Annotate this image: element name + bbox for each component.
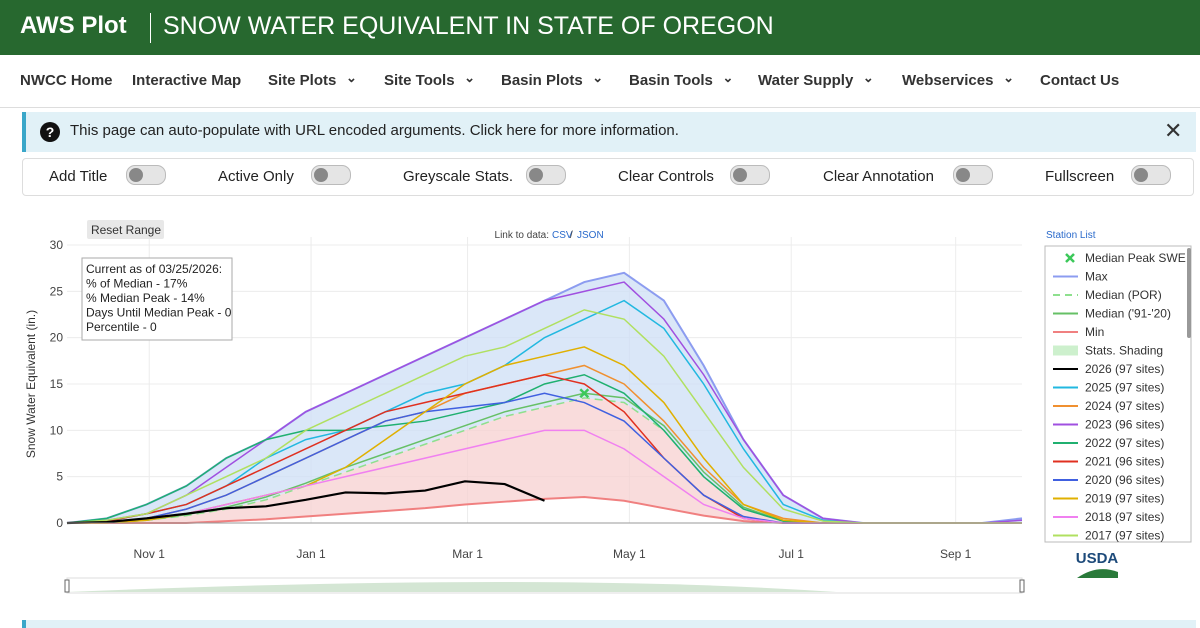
y-tick-label: 10 [50,423,64,437]
toggle-switch[interactable] [730,165,770,185]
annotation-line: Percentile - 0 [86,320,157,334]
legend-label: 2024 (97 sites) [1085,399,1164,413]
legend-label: 2019 (97 sites) [1085,492,1164,506]
x-tick-label: Jan 1 [296,547,326,561]
y-tick-label: 15 [50,377,64,391]
legend-scrollbar [1187,248,1191,338]
reset-bg [87,220,164,239]
toggle-label: Add Title [49,168,108,185]
range-preview [67,582,837,592]
close-button[interactable]: ✕ [1164,118,1183,143]
nav-link[interactable]: Basin Plots ⌄ [501,70,604,89]
usda-swoosh [1077,569,1118,578]
y-axis-label: Snow Water Equivalent (in.) [24,310,38,458]
link-prefix: Link to data: [495,230,549,241]
toggle-label: Clear Annotation [823,168,934,185]
page-title: SNOW WATER EQUIVALENT IN STATE OF OREGON [163,12,774,40]
toggle-label: Clear Controls [618,168,714,185]
annotation-line: Days Until Median Peak - 0 [86,306,232,320]
legend-label: 2020 (96 sites) [1085,473,1164,487]
x-tick-label: Mar 1 [452,547,483,561]
link-json[interactable]: JSON [577,230,604,241]
legend-label: Median Peak SWE [1085,251,1186,265]
toggle-label: Active Only [218,168,294,185]
legend-label: Median ('91-'20) [1085,307,1171,321]
nav-link[interactable]: Webservices ⌄ [902,70,1014,89]
annotation-line: Current as of 03/25/2026: [86,262,222,276]
legend-label: 2017 (97 sites) [1085,529,1164,543]
legend-label: 2025 (97 sites) [1085,381,1164,395]
range-handle [1019,579,1025,593]
y-tick-label: 20 [50,331,64,345]
toggle-switch[interactable] [1131,165,1171,185]
nav-link[interactable]: Contact Us [1040,72,1120,89]
legend-label: Min [1085,325,1104,339]
range-handle [64,579,70,593]
brand[interactable]: AWS Plot [20,12,127,39]
x-tick-label: Sep 1 [940,547,972,561]
nav-link[interactable]: Basin Tools ⌄ [629,70,734,89]
nav-link[interactable]: Interactive Map [132,72,242,89]
toggle-switch[interactable] [526,165,566,185]
toggle-label: Fullscreen [1045,168,1115,185]
reset-label: Reset Range [91,223,161,237]
nav-link[interactable]: Site Plots ⌄ [268,70,357,89]
usda-logo: USDA [1076,550,1119,567]
legend-symbol [1053,345,1078,356]
y-tick-label: 5 [56,470,63,484]
stats-shading [67,397,1022,523]
legend-symbol [1065,253,1075,263]
x-tick-label: Nov 1 [134,547,166,561]
chevron: ⌄ [342,70,357,85]
annotation-box [81,257,233,341]
x-tick-label: May 1 [613,547,646,561]
link-sep: / [570,230,573,241]
header: AWS Plot SNOW WATER EQUIVALENT IN STATE … [0,0,1200,55]
toggle-switch[interactable] [953,165,993,185]
toggle-bar: Add Title Active Only Greyscale Stats. Clea… [22,158,1194,196]
reset-button[interactable]: Reset Range [87,220,164,239]
nav-bar: NWCC Home Interactive Map Site Plots ⌄ Site… [0,55,1200,108]
toggle-switch[interactable] [126,165,166,185]
help-icon: ? [40,122,60,142]
nav-link[interactable]: NWCC Home [20,72,113,89]
legend-label: 2023 (96 sites) [1085,418,1164,432]
info-banner: ? This page can auto-populate with URL e… [22,112,1196,152]
nav-link[interactable]: Site Tools ⌄ [384,70,476,89]
chevron: ⌄ [460,70,476,85]
legend-label: Stats. Shading [1085,344,1163,358]
nav-link[interactable]: Water Supply ⌄ [758,70,874,89]
footer-strip [22,620,1196,628]
station-list[interactable]: Station List [1046,230,1096,241]
chevron: ⌄ [718,70,734,85]
legend-label: Median (POR) [1085,288,1162,302]
toggle-label: Greyscale Stats. [403,168,514,185]
separator [150,13,151,43]
chevron: ⌄ [859,70,874,85]
annotation-line: % Median Peak - 14% [86,291,205,305]
legend-label: Max [1085,270,1108,284]
y-tick-label: 0 [56,516,63,530]
legend-label: 2021 (96 sites) [1085,455,1164,469]
y-tick-label: 30 [50,238,64,252]
stats-shading [67,272,1022,523]
banner-text[interactable]: This page can auto-populate with URL enc… [70,122,679,139]
legend-label: 2026 (97 sites) [1085,362,1164,376]
toggle-switch[interactable] [311,165,351,185]
link-csv[interactable]: CSV [552,230,573,241]
annotation-line: % of Median - 17% [86,277,188,291]
legend-label: 2022 (97 sites) [1085,436,1164,450]
chart: 0 5 10 15 20 25 30 Nov 1 Jan 1 Mar 1 May 1 Jul 1 Sep… [24,220,1192,594]
chevron: ⌄ [588,70,604,85]
legend-label: 2018 (97 sites) [1085,510,1164,524]
y-tick-label: 25 [50,284,64,298]
series-line [66,480,545,525]
chevron: ⌄ [999,70,1014,85]
x-tick-label: Jul 1 [779,547,805,561]
median-peak-marker [579,388,590,399]
